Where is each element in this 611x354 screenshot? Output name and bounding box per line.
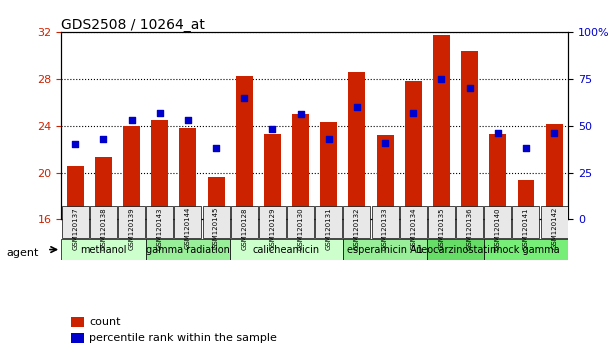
Text: calicheamicin: calicheamicin xyxy=(253,245,320,255)
Text: GSM120128: GSM120128 xyxy=(241,207,247,250)
FancyBboxPatch shape xyxy=(343,206,370,238)
FancyBboxPatch shape xyxy=(541,206,568,238)
Point xyxy=(268,127,277,132)
Bar xyxy=(208,177,224,219)
Text: GSM120130: GSM120130 xyxy=(298,207,304,250)
Bar xyxy=(320,122,337,219)
Text: GSM120131: GSM120131 xyxy=(326,207,332,250)
FancyBboxPatch shape xyxy=(456,206,483,238)
Text: GSM120129: GSM120129 xyxy=(269,207,276,250)
FancyBboxPatch shape xyxy=(400,206,427,238)
Point xyxy=(408,110,418,115)
Point xyxy=(211,145,221,151)
FancyBboxPatch shape xyxy=(343,239,427,260)
FancyBboxPatch shape xyxy=(118,206,145,238)
Bar xyxy=(292,114,309,219)
Point xyxy=(436,76,446,81)
FancyBboxPatch shape xyxy=(287,206,314,238)
FancyBboxPatch shape xyxy=(174,206,202,238)
Point xyxy=(240,95,249,101)
Point xyxy=(126,117,136,123)
Bar xyxy=(71,317,84,327)
Bar xyxy=(489,134,507,219)
FancyBboxPatch shape xyxy=(202,206,230,238)
Text: GSM120137: GSM120137 xyxy=(72,207,78,250)
FancyBboxPatch shape xyxy=(484,239,568,260)
Bar xyxy=(461,51,478,219)
Text: GSM120139: GSM120139 xyxy=(128,207,134,250)
Point xyxy=(183,117,193,123)
Bar xyxy=(152,120,168,219)
Point xyxy=(352,104,362,110)
Text: neocarzinostatin: neocarzinostatin xyxy=(415,245,496,255)
Point xyxy=(155,110,164,115)
Text: percentile rank within the sample: percentile rank within the sample xyxy=(89,333,277,343)
FancyBboxPatch shape xyxy=(231,206,258,238)
Point xyxy=(493,130,503,136)
Text: gamma radiation: gamma radiation xyxy=(146,245,230,255)
FancyBboxPatch shape xyxy=(146,206,174,238)
Text: GSM120133: GSM120133 xyxy=(382,207,388,250)
Text: GSM120132: GSM120132 xyxy=(354,207,360,250)
FancyBboxPatch shape xyxy=(62,206,89,238)
FancyBboxPatch shape xyxy=(428,206,455,238)
Bar xyxy=(236,76,253,219)
FancyBboxPatch shape xyxy=(315,206,342,238)
Text: methanol: methanol xyxy=(80,245,126,255)
Point xyxy=(465,85,475,91)
Point xyxy=(549,130,559,136)
Point xyxy=(296,112,306,117)
Point xyxy=(380,140,390,145)
Text: GDS2508 / 10264_at: GDS2508 / 10264_at xyxy=(61,18,205,32)
Bar xyxy=(348,72,365,219)
Text: GSM120145: GSM120145 xyxy=(213,207,219,249)
FancyBboxPatch shape xyxy=(485,206,511,238)
Text: mock gamma: mock gamma xyxy=(492,245,559,255)
Bar xyxy=(67,166,84,219)
FancyBboxPatch shape xyxy=(259,206,286,238)
Text: esperamicin A1: esperamicin A1 xyxy=(347,245,423,255)
FancyBboxPatch shape xyxy=(61,239,145,260)
Text: GSM120140: GSM120140 xyxy=(495,207,501,250)
Text: GSM120142: GSM120142 xyxy=(551,207,557,249)
Bar xyxy=(376,135,393,219)
Bar xyxy=(518,179,535,219)
FancyBboxPatch shape xyxy=(371,206,398,238)
Bar xyxy=(546,125,563,219)
Point xyxy=(324,136,334,142)
Point xyxy=(70,142,80,147)
Text: agent: agent xyxy=(6,248,38,258)
Text: GSM120141: GSM120141 xyxy=(523,207,529,250)
Text: count: count xyxy=(89,317,120,327)
Text: GSM120135: GSM120135 xyxy=(439,207,444,250)
Text: GSM120134: GSM120134 xyxy=(410,207,416,250)
Point xyxy=(98,136,108,142)
Bar xyxy=(95,157,112,219)
Bar xyxy=(71,333,84,343)
Bar xyxy=(180,128,196,219)
Point xyxy=(521,145,531,151)
Bar xyxy=(123,126,140,219)
FancyBboxPatch shape xyxy=(145,239,230,260)
Text: GSM120143: GSM120143 xyxy=(156,207,163,250)
Text: GSM120136: GSM120136 xyxy=(467,207,473,250)
FancyBboxPatch shape xyxy=(230,239,343,260)
FancyBboxPatch shape xyxy=(90,206,117,238)
Bar xyxy=(405,81,422,219)
FancyBboxPatch shape xyxy=(513,206,540,238)
Bar xyxy=(264,134,281,219)
Text: GSM120144: GSM120144 xyxy=(185,207,191,249)
FancyBboxPatch shape xyxy=(427,239,484,260)
Text: GSM120138: GSM120138 xyxy=(100,207,106,250)
Bar xyxy=(433,35,450,219)
